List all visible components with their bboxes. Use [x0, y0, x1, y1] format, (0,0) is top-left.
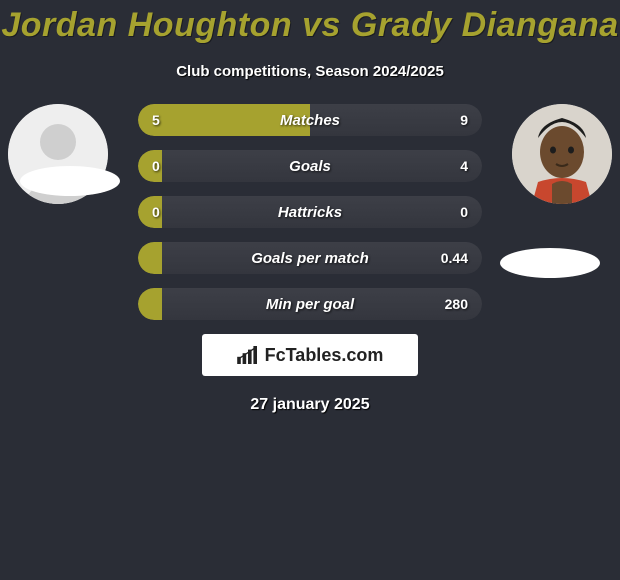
snapshot-date: 27 january 2025 — [0, 396, 620, 414]
player-right-club-badge — [500, 248, 600, 278]
stat-value-right: 0.44 — [441, 242, 468, 274]
stat-row: 280Min per goal — [138, 288, 482, 320]
stat-bars: 59Matches04Goals00Hattricks0.44Goals per… — [138, 104, 482, 320]
stat-row: 04Goals — [138, 150, 482, 182]
stat-value-right: 9 — [460, 104, 468, 136]
comparison-stage: 59Matches04Goals00Hattricks0.44Goals per… — [0, 104, 620, 320]
stat-bar-left-fill — [138, 242, 162, 274]
title-vs: vs — [292, 6, 351, 44]
player-right-portrait-icon — [512, 104, 612, 204]
brand-badge: FcTables.com — [202, 334, 418, 376]
player-left-club-badge — [20, 166, 120, 196]
stat-bar-left-fill — [138, 288, 162, 320]
stat-value-left: 0 — [152, 196, 160, 228]
stat-bar-track — [138, 196, 482, 228]
player-left-name: Jordan Houghton — [1, 6, 292, 44]
stat-bar-track — [138, 288, 482, 320]
player-right-name: Grady Diangana — [351, 6, 619, 44]
stat-row: 0.44Goals per match — [138, 242, 482, 274]
brand-chart-icon — [237, 346, 259, 364]
stat-bar-left-fill — [138, 104, 310, 136]
stat-row: 00Hattricks — [138, 196, 482, 228]
stat-value-right: 0 — [460, 196, 468, 228]
subtitle: Club competitions, Season 2024/2025 — [0, 63, 620, 80]
stat-bar-track — [138, 242, 482, 274]
brand-text: FcTables.com — [265, 345, 384, 366]
comparison-title: Jordan Houghton vs Grady Diangana — [0, 0, 620, 45]
stat-value-right: 4 — [460, 150, 468, 182]
stat-value-left: 0 — [152, 150, 160, 182]
player-right-avatar — [512, 104, 612, 204]
stat-bar-track — [138, 150, 482, 182]
stat-value-right: 280 — [445, 288, 468, 320]
stat-row: 59Matches — [138, 104, 482, 136]
stat-value-left: 5 — [152, 104, 160, 136]
